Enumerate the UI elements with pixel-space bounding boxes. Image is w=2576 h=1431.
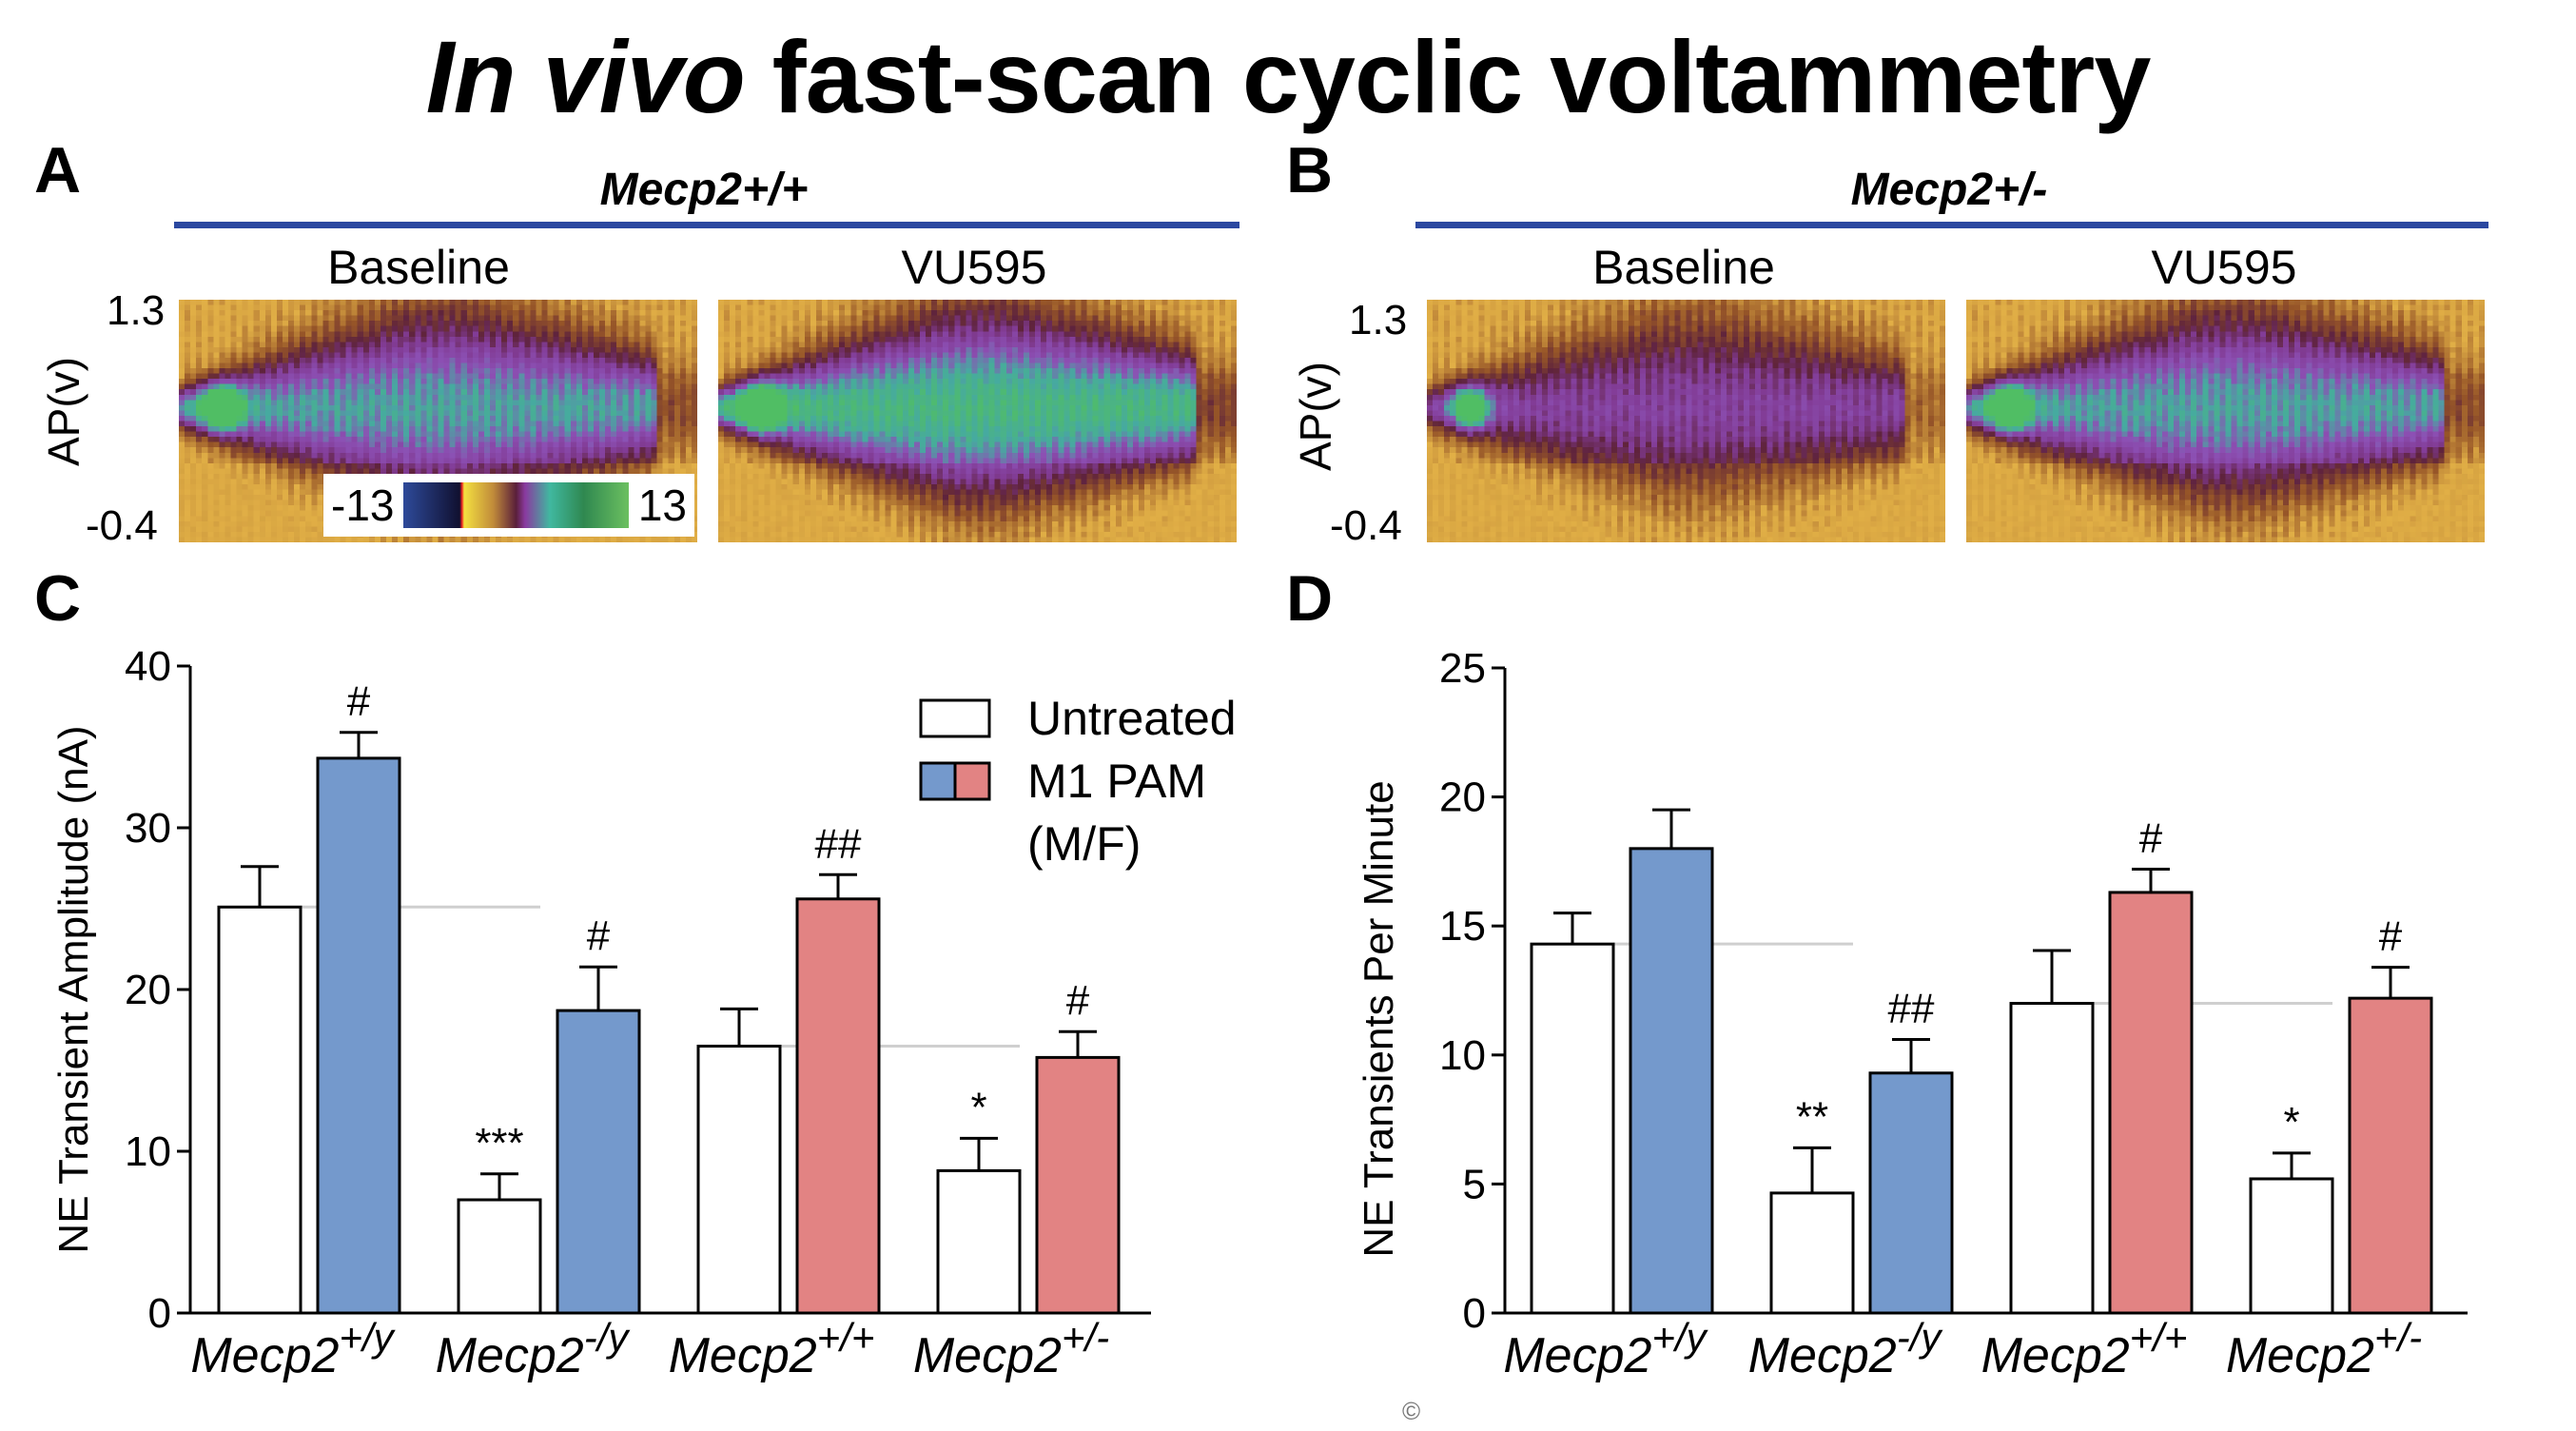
legend-swatch-pam-female — [953, 761, 991, 801]
heatmap-canvas — [1427, 300, 1945, 542]
heatmap-a-vu595 — [718, 300, 1237, 542]
significance-label: # — [347, 678, 371, 725]
x-tick-label: Mecp2-/y — [436, 1315, 632, 1383]
x-tick-label: Mecp2-/y — [1748, 1315, 1944, 1383]
panel-letter-b: B — [1286, 134, 1334, 206]
panel-a-y-bottom: -0.4 — [86, 502, 158, 549]
y-tick-label: 10 — [125, 1128, 171, 1175]
bar — [316, 756, 401, 1315]
legend-swatch-pam-male — [919, 761, 957, 801]
heatmap-b-vu595 — [1966, 300, 2485, 542]
bar — [2108, 891, 2194, 1315]
colorbar-min: -13 — [331, 480, 395, 530]
legend-label-untreated: Untreated — [1027, 692, 1237, 745]
panel-a-y-top: 1.3 — [107, 287, 166, 334]
bar — [1629, 847, 1714, 1315]
y-tick-label: 30 — [125, 805, 171, 852]
panel-a-rule — [174, 222, 1239, 228]
colorbar-max: 13 — [637, 480, 687, 530]
panel-a-baseline-label: Baseline — [327, 241, 510, 294]
bar — [217, 905, 302, 1315]
significance-label: # — [2139, 815, 2163, 862]
y-axis-label: NE Transient Amplitude (nA) — [50, 725, 97, 1253]
panel-letter-d: D — [1286, 562, 1334, 635]
heatmap-b-baseline — [1427, 300, 1945, 542]
legend-label-pam: M1 PAM — [1027, 755, 1206, 808]
x-tick-label: Mecp2+/+ — [1981, 1315, 2188, 1383]
y-tick-label: 15 — [1439, 903, 1486, 950]
figure-title: In vivo fast-scan cyclic voltammetry — [0, 17, 2576, 136]
panel-b-genotype: Mecp2+/- — [1850, 165, 2048, 215]
panel-b-y-top: 1.3 — [1349, 297, 1408, 343]
significance-label: # — [1066, 977, 1090, 1024]
bar — [556, 1009, 641, 1315]
panel-b-rule — [1415, 222, 2488, 228]
panel-b-y-label: AP(v) — [1291, 362, 1340, 471]
panel-a-genotype: Mecp2+/+ — [599, 165, 809, 215]
x-tick-label: Mecp2+/y — [1503, 1315, 1708, 1383]
significance-label: ** — [1796, 1093, 1828, 1140]
x-tick-label: Mecp2+/- — [913, 1315, 1109, 1383]
bar — [1530, 942, 1615, 1315]
title-italic: In vivo — [425, 19, 746, 134]
y-tick-label: 0 — [148, 1290, 171, 1337]
significance-label: * — [970, 1084, 986, 1130]
heatmap-canvas — [1966, 300, 2485, 542]
y-tick-label: 40 — [125, 643, 171, 690]
legend-swatch-untreated — [919, 698, 991, 738]
significance-label: ## — [815, 820, 862, 867]
panel-letter-a: A — [34, 134, 82, 206]
y-tick-label: 20 — [1439, 774, 1486, 821]
bar — [457, 1198, 542, 1315]
y-tick-label: 5 — [1463, 1161, 1486, 1207]
significance-label: *** — [475, 1120, 523, 1166]
bar — [936, 1168, 1022, 1315]
x-tick-label: Mecp2+/+ — [669, 1315, 875, 1383]
bar — [696, 1045, 782, 1315]
significance-label: * — [2283, 1099, 2299, 1146]
bar — [1035, 1055, 1121, 1315]
panel-a-y-label: AP(v) — [39, 357, 88, 466]
copyright-icon: © — [1402, 1397, 1421, 1425]
panel-letter-c: C — [34, 562, 82, 635]
y-tick-label: 0 — [1463, 1290, 1486, 1337]
colorbar: -13 13 — [323, 474, 694, 537]
legend-label-pam-sex: (M/F) — [1027, 817, 1141, 871]
y-tick-label: 10 — [1439, 1032, 1486, 1079]
y-tick-label: 25 — [1439, 645, 1486, 692]
bar — [2249, 1177, 2334, 1315]
bar — [795, 897, 881, 1315]
significance-label: ## — [1888, 986, 1935, 1032]
significance-label: # — [2379, 913, 2403, 960]
title-rest: fast-scan cyclic voltammetry — [744, 19, 2152, 134]
heatmap-canvas — [718, 300, 1237, 542]
bar — [2348, 996, 2433, 1315]
panel-a-vu595-label: VU595 — [901, 241, 1047, 294]
bar — [1868, 1071, 1954, 1315]
bar — [2009, 1002, 2095, 1315]
x-tick-label: Mecp2+/- — [2226, 1315, 2422, 1383]
panel-b-y-bottom: -0.4 — [1330, 502, 1402, 549]
bar — [1769, 1191, 1855, 1315]
colorbar-gradient — [403, 482, 629, 528]
y-tick-label: 20 — [125, 967, 171, 1013]
x-tick-label: Mecp2+/y — [190, 1315, 396, 1383]
panel-b-baseline-label: Baseline — [1592, 241, 1775, 294]
panel-b-vu595-label: VU595 — [2151, 241, 2297, 294]
y-axis-label: NE Transients Per Minute — [1356, 780, 1402, 1257]
significance-label: # — [587, 912, 611, 959]
